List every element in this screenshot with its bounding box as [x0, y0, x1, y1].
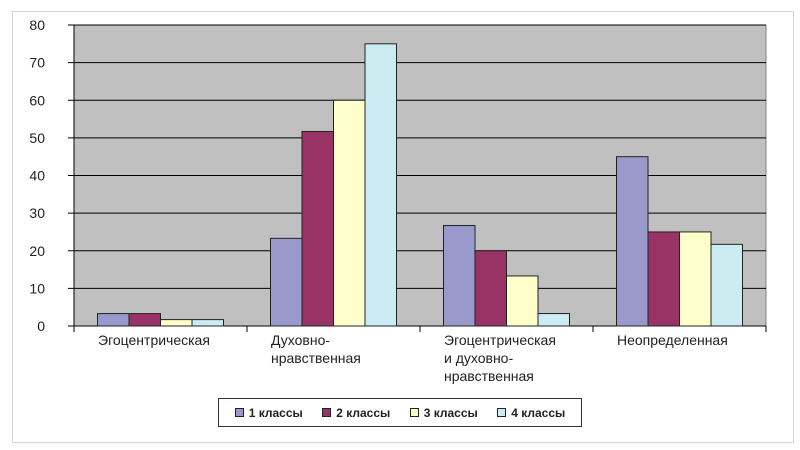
legend-item: 4 классы	[497, 406, 565, 420]
bar	[710, 243, 743, 327]
x-category-label: Эгоцентрическая и духовно-нравственная	[444, 332, 556, 384]
x-category-label-line: Неопределенная	[617, 332, 728, 348]
x-category-label-line: Эгоцентрическая	[98, 332, 210, 348]
y-tick-label: 10	[29, 280, 45, 296]
bar	[443, 225, 476, 327]
legend-item: 3 классы	[409, 405, 478, 420]
bar	[333, 99, 366, 327]
y-tick-label: 70	[29, 55, 45, 71]
legend-label: 3 классы	[423, 405, 478, 420]
y-tick-label: 30	[29, 205, 45, 221]
y-tick-label: 50	[29, 130, 45, 146]
bar	[191, 319, 224, 327]
legend-label: 1 классы	[248, 405, 303, 420]
y-tick-label: 0	[37, 318, 45, 334]
x-category-label-line: и духовно-	[444, 350, 513, 366]
legend-item: 2 классы	[322, 406, 390, 420]
x-category-label: Неопределенная	[617, 332, 728, 348]
legend-label: 4 классы	[511, 405, 566, 420]
legend-label: 2 классы	[336, 405, 391, 420]
x-category-label-line: Духовно-	[271, 332, 330, 348]
bar	[97, 313, 130, 327]
x-category-label-line: Эгоцентрическая	[444, 332, 556, 348]
bar	[128, 313, 161, 327]
bar	[474, 250, 507, 327]
x-category-label: Духовно-нравственная	[271, 332, 361, 366]
bar	[616, 156, 649, 327]
bar	[364, 43, 397, 327]
x-category-label: Эгоцентрическая	[98, 332, 210, 348]
chart-frame	[12, 11, 794, 443]
legend-swatch	[497, 408, 507, 417]
legend-swatch	[322, 408, 332, 417]
y-tick-label: 40	[29, 168, 45, 184]
legend-swatch	[234, 408, 244, 417]
legend-item: 1 классы	[234, 405, 303, 420]
x-category-label-line: нравственная	[444, 368, 534, 384]
y-tick-label: 80	[29, 17, 45, 33]
legend-swatch	[409, 408, 419, 417]
bar	[270, 237, 303, 327]
bar	[647, 231, 680, 327]
bar	[537, 313, 570, 327]
legend: 1 классы 2 классы 3 классы 4 классы	[218, 398, 582, 427]
y-tick-label: 60	[29, 92, 45, 108]
y-tick-label: 20	[29, 243, 45, 259]
bar	[301, 130, 334, 327]
bar	[506, 275, 539, 327]
bar	[679, 231, 712, 327]
bar	[160, 319, 193, 327]
x-category-label-line: нравственная	[271, 350, 361, 366]
